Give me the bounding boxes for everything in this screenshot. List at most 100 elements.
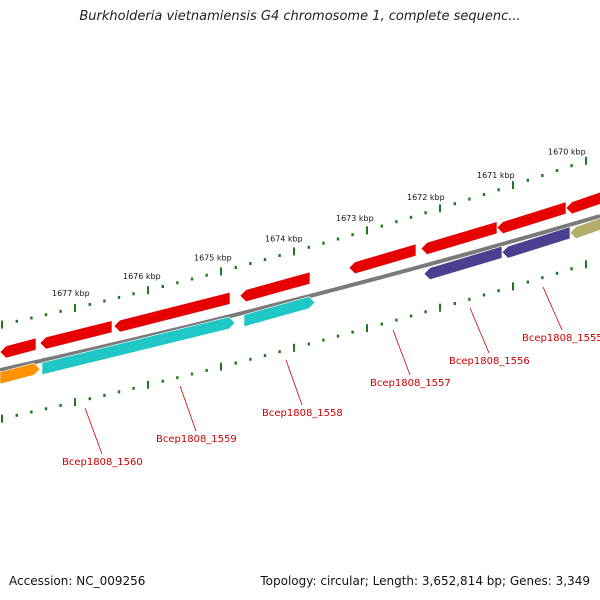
- minor-tick: [336, 334, 340, 338]
- chromosome-backbone: [0, 214, 600, 372]
- minor-tick: [351, 233, 354, 237]
- scale-label: 1676 kbp: [123, 272, 161, 281]
- minor-tick: [263, 354, 267, 357]
- minor-tick: [176, 376, 179, 380]
- gene-arrow: [565, 191, 600, 215]
- leader-line: [542, 286, 563, 331]
- minor-tick: [395, 220, 398, 224]
- minor-tick: [380, 322, 383, 326]
- gene-arrow: [496, 201, 567, 234]
- minor-tick: [424, 310, 427, 314]
- leader-line: [469, 307, 490, 354]
- gene-arrow: [348, 243, 417, 275]
- gene-arrow: [420, 221, 498, 255]
- minor-tick: [15, 413, 18, 417]
- scale-label: 1672 kbp: [407, 193, 445, 202]
- scale-label: 1671 kbp: [477, 171, 515, 180]
- topology-text: Topology: circular; Length: 3,652,814 bp…: [260, 574, 590, 588]
- major-tick: [1, 414, 3, 423]
- minor-tick: [336, 237, 340, 241]
- minor-tick: [541, 276, 544, 280]
- minor-tick: [59, 309, 62, 313]
- minor-tick: [482, 293, 486, 297]
- leader-line: [392, 329, 411, 376]
- gene-arrow: [0, 337, 37, 359]
- major-tick: [439, 303, 441, 312]
- scale-label: 1677 kbp: [52, 289, 90, 298]
- minor-tick: [555, 169, 559, 173]
- locus-labels: Bcep1808_1560 Bcep1808_1559 Bcep1808_1558 B…: [62, 333, 600, 468]
- minor-tick: [205, 273, 208, 277]
- locus-label: Bcep1808_1559: [156, 434, 237, 445]
- minor-tick: [176, 281, 179, 285]
- minor-tick: [322, 241, 325, 245]
- gene-arrow: [39, 320, 113, 350]
- minor-tick: [351, 330, 354, 334]
- minor-tick: [409, 215, 413, 219]
- major-tick: [293, 343, 295, 352]
- locus-label: Bcep1808_1555: [522, 333, 600, 344]
- minor-tick: [190, 372, 194, 376]
- minor-tick: [234, 266, 237, 269]
- minor-tick: [249, 357, 252, 361]
- minor-tick: [161, 285, 164, 288]
- locus-label: Bcep1808_1557: [370, 378, 451, 389]
- minor-tick: [205, 368, 208, 372]
- gene-arrow: [243, 296, 316, 328]
- minor-tick: [453, 302, 456, 305]
- minor-tick: [88, 397, 91, 401]
- minor-tick: [278, 254, 281, 257]
- outer-tick-ring: [1, 156, 587, 329]
- minor-tick: [249, 262, 252, 265]
- gene-features: [0, 191, 600, 385]
- minor-tick: [497, 188, 500, 192]
- scale-labels: 1677 kbp 1676 kbp 1675 kbp 1674 kbp 1673 kbp…: [52, 148, 586, 299]
- minor-tick: [322, 338, 325, 342]
- minor-tick: [424, 211, 427, 215]
- minor-tick: [30, 316, 33, 320]
- major-tick: [512, 282, 514, 291]
- minor-tick: [526, 178, 529, 182]
- minor-tick: [307, 245, 310, 249]
- minor-tick: [44, 313, 48, 317]
- minor-tick: [468, 297, 471, 301]
- leader-line: [285, 359, 303, 406]
- minor-tick: [15, 319, 18, 323]
- gene-arrow: [41, 316, 236, 376]
- scale-label: 1670 kbp: [548, 148, 586, 157]
- map-title: Burkholderia vietnamiensis G4 chromosome…: [79, 9, 521, 24]
- gene-arrow: [239, 271, 311, 303]
- major-tick: [585, 156, 587, 165]
- minor-tick: [482, 193, 486, 196]
- major-tick: [366, 324, 368, 333]
- scale-label: 1675 kbp: [194, 254, 232, 263]
- minor-tick: [307, 342, 310, 346]
- minor-tick: [161, 379, 164, 383]
- accession-text: Accession: NC_009256: [9, 574, 146, 588]
- minor-tick: [117, 295, 121, 299]
- gene-arrow: [0, 362, 41, 385]
- major-tick: [220, 267, 222, 276]
- scale-label: 1673 kbp: [336, 214, 374, 223]
- major-tick: [74, 303, 76, 312]
- minor-tick: [278, 350, 281, 354]
- locus-label: Bcep1808_1558: [262, 408, 343, 419]
- minor-tick: [44, 407, 48, 411]
- locus-label: Bcep1808_1560: [62, 457, 143, 468]
- gene-arrow: [501, 226, 571, 259]
- locus-label: Bcep1808_1556: [449, 356, 530, 367]
- gene-arrow: [569, 217, 600, 240]
- minor-tick: [190, 277, 194, 281]
- minor-tick: [570, 267, 573, 271]
- major-tick: [220, 362, 222, 371]
- major-tick: [147, 380, 149, 389]
- minor-tick: [380, 224, 383, 228]
- label-leader-lines: [84, 286, 563, 455]
- minor-tick: [555, 271, 559, 275]
- major-tick: [74, 398, 76, 407]
- inner-tick-ring: [1, 260, 587, 423]
- major-tick: [439, 204, 441, 213]
- minor-tick: [234, 361, 237, 365]
- minor-tick: [541, 174, 544, 177]
- minor-tick: [103, 393, 106, 397]
